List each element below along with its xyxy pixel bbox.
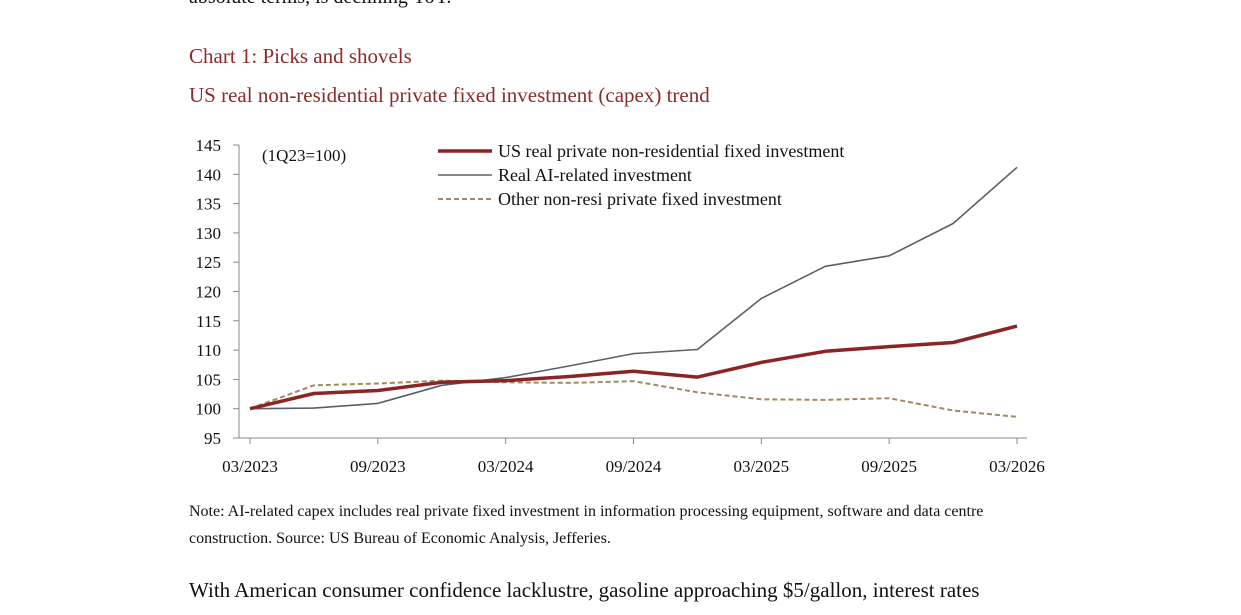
y-tick-label: 135 (196, 195, 222, 214)
chart-note: Note: AI-related capex includes real pri… (189, 503, 984, 547)
chart-subtitle: US real non-residential private fixed in… (189, 83, 710, 107)
chart-annotation: (1Q23=100) (262, 146, 346, 165)
legend-label-1: Real AI-related investment (498, 165, 692, 185)
y-tick-label: 130 (196, 224, 222, 243)
x-tick-label: 03/2023 (222, 457, 278, 476)
series-line-0 (249, 324, 1018, 411)
y-tick-label: 140 (196, 165, 222, 184)
y-tick-label: 105 (196, 370, 222, 389)
x-tick-label: 09/2025 (861, 457, 917, 476)
y-tick-label: 125 (196, 253, 222, 272)
y-tick-label: 110 (196, 341, 221, 360)
y-tick-label: 115 (196, 312, 221, 331)
chart-series (249, 166, 1018, 418)
series-line-2 (249, 379, 1018, 418)
x-tick-label: 03/2026 (989, 457, 1045, 476)
x-tick-label: 03/2025 (733, 457, 789, 476)
y-tick-label: 145 (196, 136, 222, 155)
legend-label-0: US real private non-residential fixed in… (498, 141, 844, 161)
y-tick-label: 120 (196, 283, 222, 302)
previous-paragraph-fragment: absolute terms, is declining YoY. (189, 0, 451, 9)
chart-legend: US real private non-residential fixed in… (438, 141, 844, 209)
series-line-1 (249, 166, 1018, 410)
y-tick-label: 95 (204, 429, 221, 448)
next-paragraph-fragment: With American consumer confidence lacklu… (189, 578, 980, 602)
x-tick-label: 09/2024 (606, 457, 662, 476)
chart-title: Chart 1: Picks and shovels (189, 44, 412, 68)
legend-label-2: Other non-resi private fixed investment (498, 189, 782, 209)
x-tick-label: 03/2024 (478, 457, 534, 476)
x-tick-label: 09/2023 (350, 457, 406, 476)
y-tick-label: 100 (196, 400, 222, 419)
